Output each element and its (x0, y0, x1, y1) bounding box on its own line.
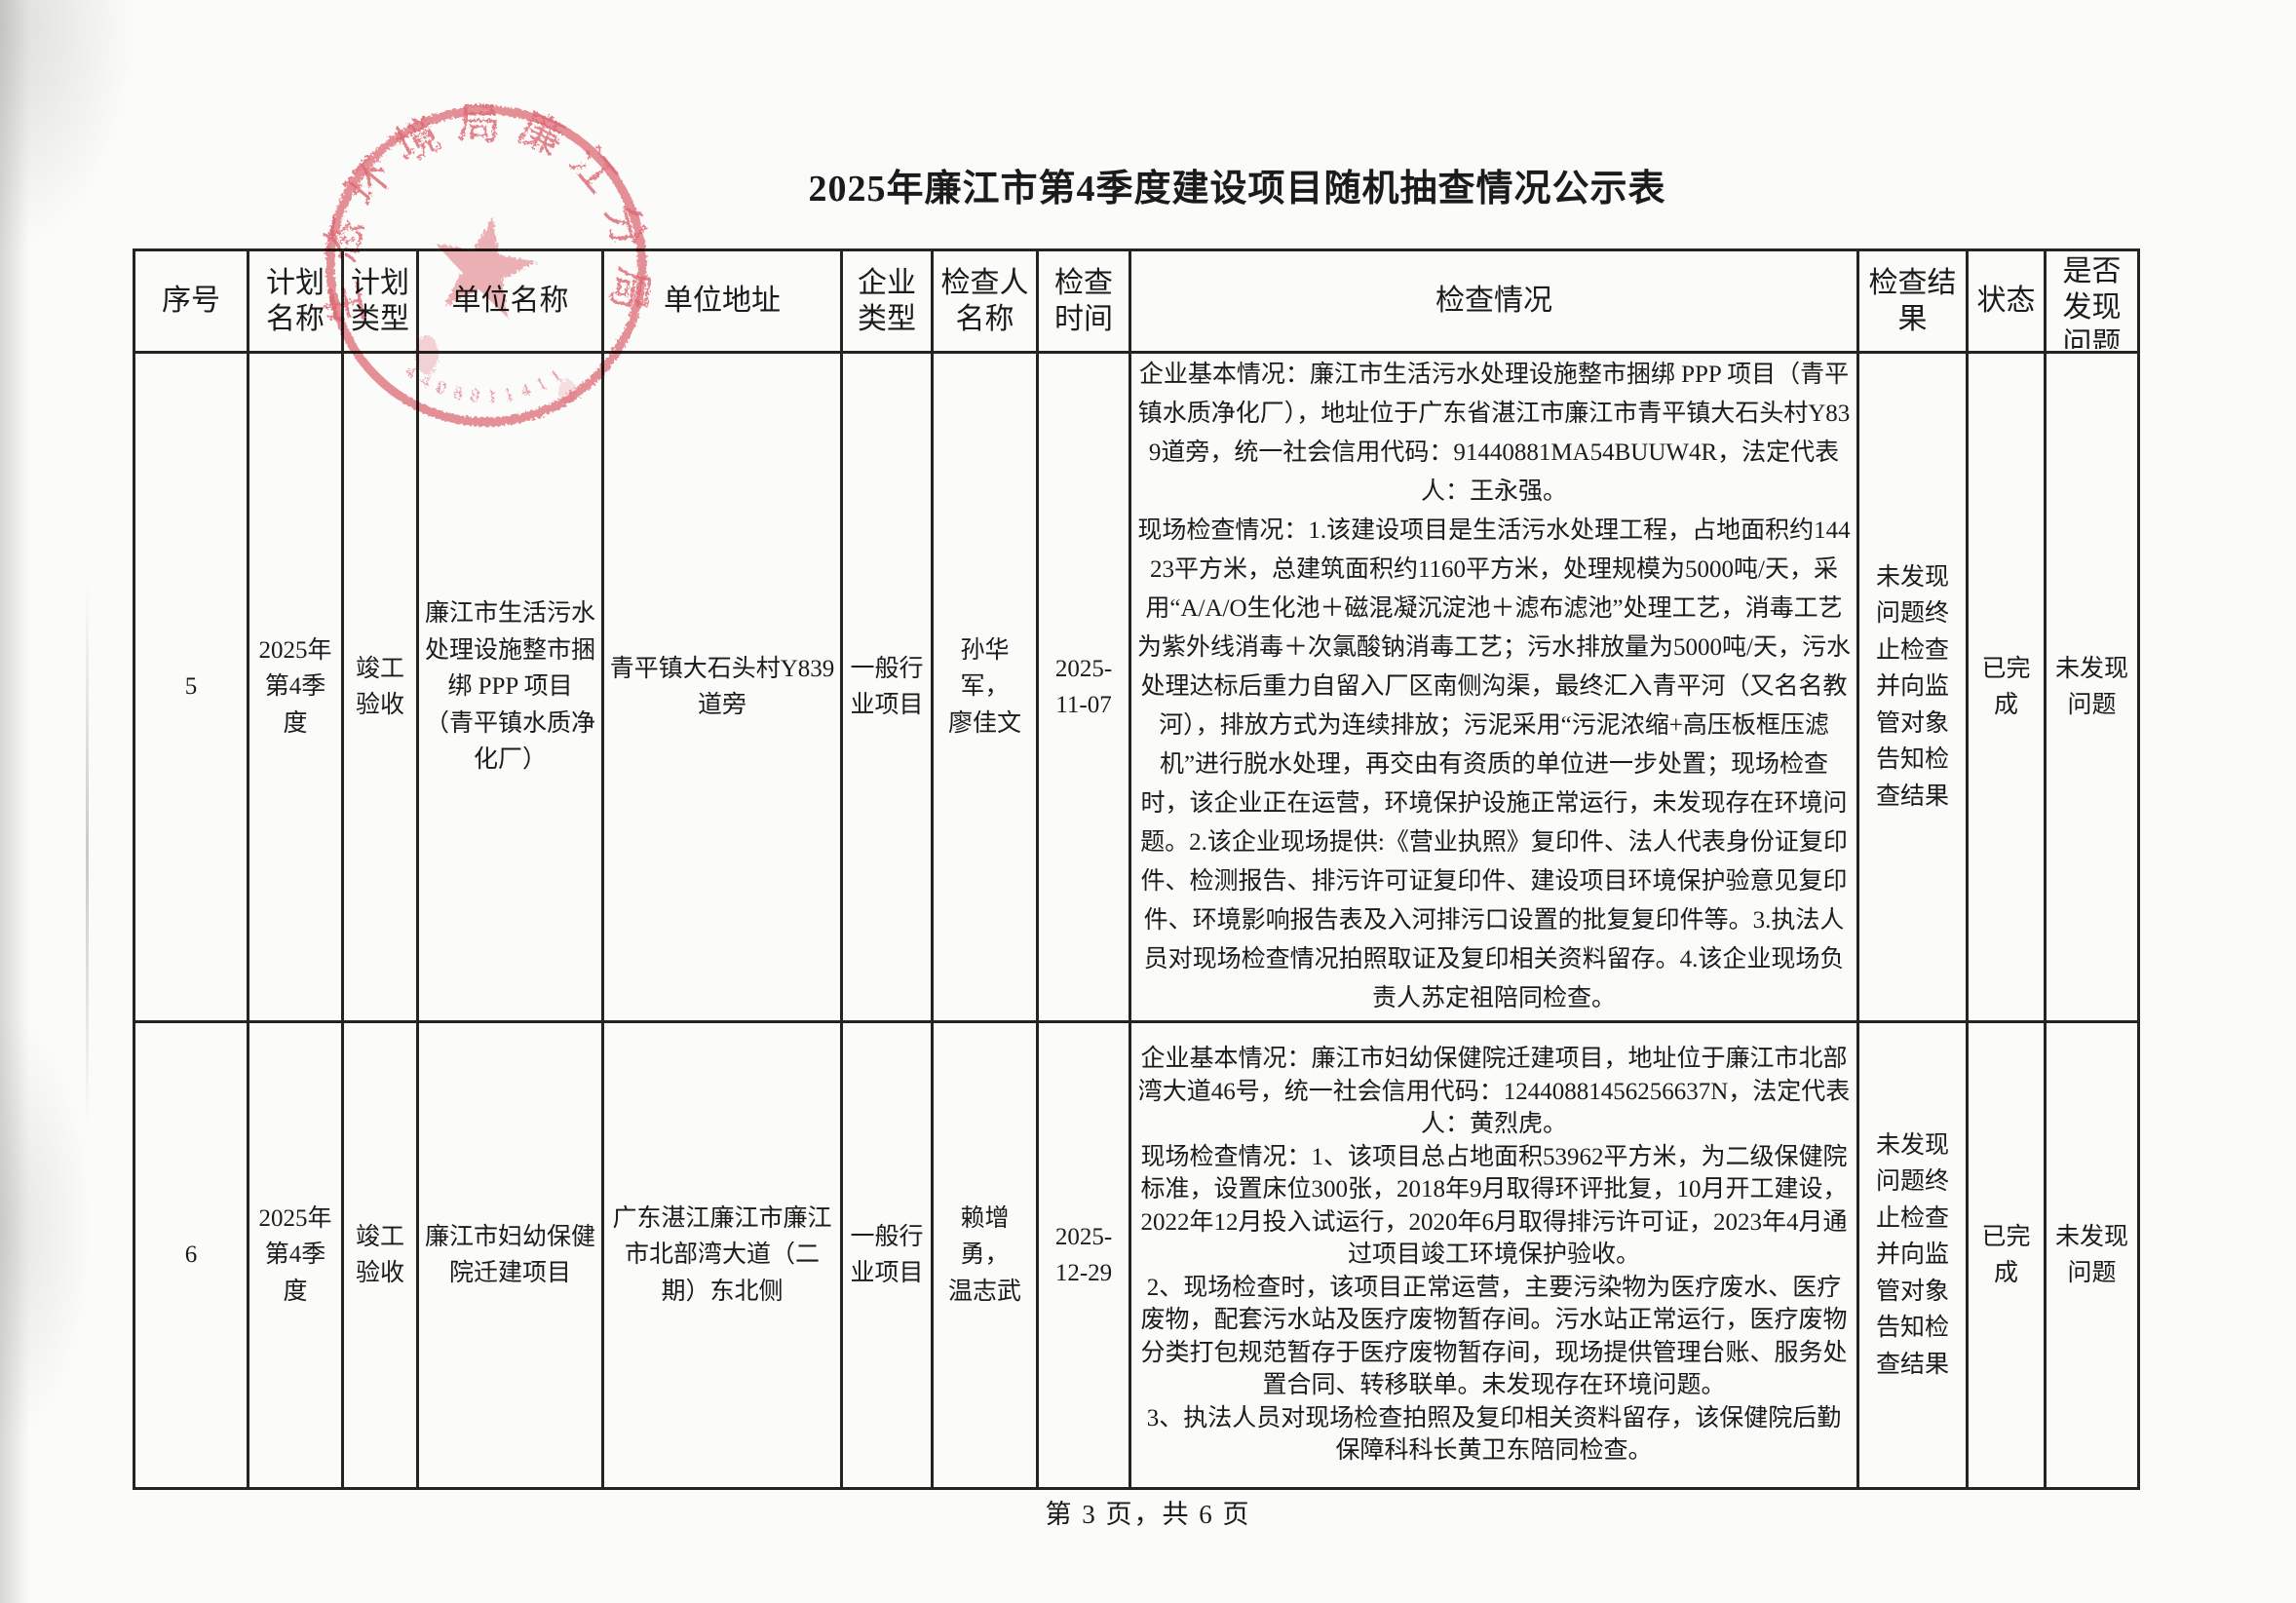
col-header-plan-type: 计划类型 (341, 248, 419, 354)
cell-status: 已完成 (1966, 1020, 2047, 1490)
cell-situation: 企业基本情况：廉江市妇幼保健院迁建项目，地址位于廉江市北部湾大道46号，统一社会… (1129, 1020, 1859, 1490)
scan-corner-smudge (0, 0, 136, 253)
page-title: 2025年廉江市第4季度建设项目随机抽查情况公示表 (808, 169, 1666, 210)
cell-result: 未发现问题终止检查并向监管对象告知检查结果 (1856, 351, 1969, 1023)
col-header-found-label: 是否发现问题 (2062, 255, 2122, 349)
cell-enterprise-type: 一般行业项目 (840, 351, 934, 1023)
page-footer: 第 3 页，共 6 页 (1045, 1500, 1251, 1529)
col-header-found: 是否发现问题 (2044, 248, 2140, 354)
cell-found: 未发现问题 (2044, 351, 2140, 1023)
cell-plan-name: 2025年 第4季度 (247, 351, 344, 1023)
cell-found: 未发现问题 (2044, 1020, 2140, 1490)
inspection-table: 序号 计划名称 计划类型 单位名称 单位地址 企业类型 检查人名称 检查时间 检… (133, 248, 2140, 1490)
table-row: 5 2025年 第4季度 竣工验收 廉江市生活污水处理设施整市捆绑 PPP 项目… (133, 351, 2140, 1023)
scan-edge-shadow (0, 0, 29, 1603)
cell-status: 已完成 (1966, 351, 2047, 1023)
cell-inspect-time: 2025- 12-29 (1036, 1020, 1131, 1490)
cell-inspector: 赖增勇， 温志武 (931, 1020, 1039, 1490)
col-header-status: 状态 (1966, 248, 2047, 354)
cell-inspect-time: 2025- 11-07 (1036, 351, 1131, 1023)
cell-seq: 6 (133, 1020, 249, 1490)
cell-unit-address: 青平镇大石头村Y839道旁 (601, 351, 843, 1023)
table-header-row: 序号 计划名称 计划类型 单位名称 单位地址 企业类型 检查人名称 检查时间 检… (133, 248, 2140, 354)
col-header-result: 检查结果 (1856, 248, 1969, 354)
seal-ink-blot (558, 379, 576, 404)
cell-unit-address: 广东湛江廉江市廉江市北部湾大道（二期）东北侧 (601, 1020, 843, 1490)
cell-plan-type: 竣工验收 (341, 351, 419, 1023)
cell-enterprise-type: 一般行业项目 (840, 1020, 934, 1490)
col-header-inspector: 检查人名称 (931, 248, 1039, 354)
cell-result: 未发现问题终止检查并向监管对象告知检查结果 (1856, 1020, 1969, 1490)
official-seal-stamp: 生态环境局廉江分局 4408811411 (322, 100, 647, 427)
star-icon (435, 215, 538, 319)
col-header-enterprise-type: 企业类型 (840, 248, 934, 354)
cell-unit-name: 廉江市生活污水处理设施整市捆绑 PPP 项目（青平镇水质净化厂） (416, 351, 604, 1023)
cell-inspector: 孙华军， 廖佳文 (931, 351, 1039, 1023)
cell-situation: 企业基本情况：廉江市生活污水处理设施整市捆绑 PPP 项目（青平镇水质净化厂），… (1129, 351, 1859, 1023)
cell-plan-name: 2025年 第4季度 (247, 1020, 344, 1490)
scan-smudge (0, 1023, 88, 1432)
paper-fold-artifact (86, 583, 89, 1128)
seal-ring (325, 105, 647, 427)
cell-unit-name: 廉江市妇幼保健院迁建项目 (416, 1020, 604, 1490)
cell-seq: 5 (133, 351, 249, 1023)
col-header-inspect-time: 检查时间 (1036, 248, 1131, 354)
col-header-situation: 检查情况 (1129, 248, 1859, 354)
col-header-seq: 序号 (133, 248, 249, 354)
table-row: 6 2025年 第4季度 竣工验收 廉江市妇幼保健院迁建项目 广东湛江廉江市廉江… (133, 1020, 2140, 1490)
seal-ink-blot (415, 335, 439, 374)
col-header-plan-name: 计划名称 (247, 248, 344, 354)
cell-plan-type: 竣工验收 (341, 1020, 419, 1490)
